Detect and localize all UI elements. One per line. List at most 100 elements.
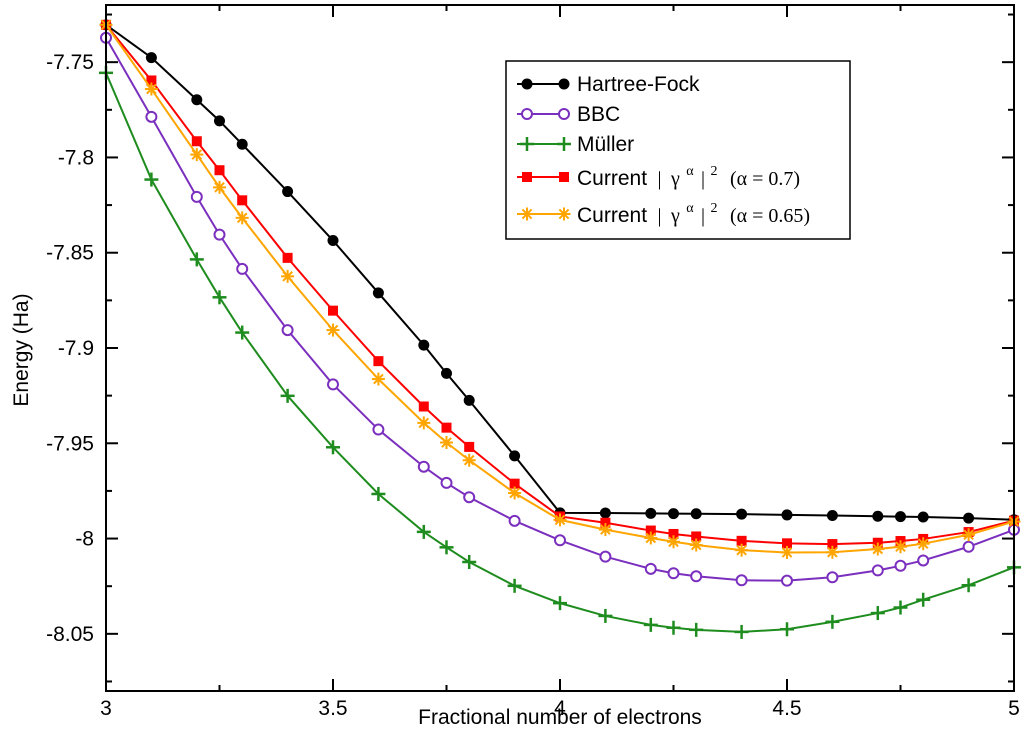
- marker-shape: [441, 437, 452, 448]
- marker-shape: [282, 252, 293, 263]
- marker-shape: [509, 487, 520, 499]
- marker-shape: [418, 339, 430, 351]
- marker-shape: [214, 115, 225, 127]
- marker-shape: [558, 78, 570, 90]
- legend-label-current-07: Current | γ α | 2 (α = 0.7): [577, 162, 800, 190]
- marker-shape: [191, 94, 203, 106]
- marker-shape: [509, 450, 521, 462]
- legend-gamma: γ: [670, 168, 680, 190]
- data-point: [191, 94, 203, 106]
- marker-shape: [558, 108, 570, 120]
- marker-shape: [213, 228, 226, 241]
- data-point: [872, 510, 884, 522]
- marker-shape: [372, 287, 384, 299]
- data-point: [509, 450, 521, 462]
- data-point: [962, 528, 976, 542]
- legend-param: (α = 0.7): [730, 168, 800, 190]
- marker-shape: [895, 541, 906, 553]
- marker-shape: [418, 401, 429, 412]
- legend-markers: [517, 78, 571, 221]
- marker-shape: [281, 324, 294, 337]
- marker-shape: [895, 511, 906, 523]
- marker-shape: [559, 172, 569, 182]
- data-point: [962, 540, 975, 553]
- marker-shape: [872, 543, 884, 555]
- data-point: [735, 574, 748, 587]
- y-tick-label: -7.75: [46, 51, 94, 74]
- data-point: [893, 600, 908, 615]
- marker-shape: [668, 508, 679, 520]
- marker-shape: [963, 529, 974, 541]
- marker-shape: [691, 531, 702, 542]
- data-point: [666, 620, 681, 635]
- marker-shape: [690, 539, 702, 551]
- data-point: [645, 507, 657, 519]
- marker-shape: [826, 509, 838, 521]
- data-point: [553, 596, 567, 611]
- marker-shape: [600, 517, 611, 528]
- marker-shape: [917, 511, 929, 523]
- y-tick-label: -7.8: [58, 146, 94, 169]
- legend: Hartree-Fock BBC Müller Current | γ α | …: [505, 60, 851, 240]
- legend-pow-sup: 2: [711, 164, 718, 179]
- data-point: [416, 524, 431, 539]
- data-point: [894, 540, 907, 554]
- marker-shape: [917, 538, 929, 550]
- data-point: [237, 195, 248, 206]
- marker-shape: [145, 110, 158, 123]
- marker-shape: [236, 138, 248, 150]
- legend-pow-sup: 2: [711, 201, 718, 216]
- data-point: [189, 252, 204, 267]
- data-point: [780, 622, 794, 637]
- marker-shape: [440, 476, 453, 489]
- data-point: [464, 441, 475, 452]
- data-point: [735, 543, 749, 557]
- marker-shape: [464, 441, 475, 452]
- data-point: [213, 228, 226, 241]
- data-point: [214, 115, 225, 127]
- data-point: [214, 165, 225, 176]
- marker-shape: [871, 564, 884, 577]
- data-point: [280, 388, 295, 403]
- data-point: [599, 550, 612, 563]
- legend-swatch-marker: [557, 207, 571, 221]
- data-point: [282, 186, 294, 198]
- data-point: [327, 378, 339, 391]
- data-point: [598, 523, 612, 537]
- x-tick-label: 4.5: [772, 697, 801, 720]
- legend-label-bbc: BBC: [577, 103, 620, 126]
- data-point: [827, 539, 838, 550]
- marker-shape: [600, 524, 611, 535]
- data-point: [507, 578, 522, 593]
- marker-shape: [554, 534, 566, 547]
- data-point: [327, 235, 339, 247]
- data-point: [371, 372, 385, 386]
- legend-gamma: γ: [670, 205, 680, 227]
- data-point: [191, 136, 202, 147]
- legend-prefix: Current: [577, 204, 647, 227]
- legend-bar-open: |: [657, 205, 661, 227]
- data-point: [326, 440, 340, 455]
- data-point: [643, 617, 658, 632]
- marker-shape: [191, 136, 202, 147]
- marker-shape: [509, 478, 520, 489]
- marker-shape: [667, 567, 680, 580]
- data-point: [668, 508, 679, 520]
- marker-shape: [146, 75, 157, 86]
- data-point: [212, 290, 227, 305]
- data-point: [326, 323, 340, 337]
- marker-shape: [668, 536, 679, 548]
- series-1: [100, 31, 1020, 587]
- x-tick-label: 3: [100, 697, 112, 720]
- marker-shape: [645, 525, 656, 536]
- data-point: [871, 542, 885, 556]
- data-point: [373, 356, 384, 367]
- x-axis-title: Fractional number of electrons: [418, 706, 702, 729]
- marker-shape: [522, 172, 532, 182]
- marker-shape: [963, 512, 975, 524]
- data-point: [463, 491, 476, 504]
- data-point: [825, 545, 839, 559]
- series-4: [99, 18, 1021, 559]
- data-point: [145, 52, 157, 64]
- marker-shape: [441, 422, 452, 433]
